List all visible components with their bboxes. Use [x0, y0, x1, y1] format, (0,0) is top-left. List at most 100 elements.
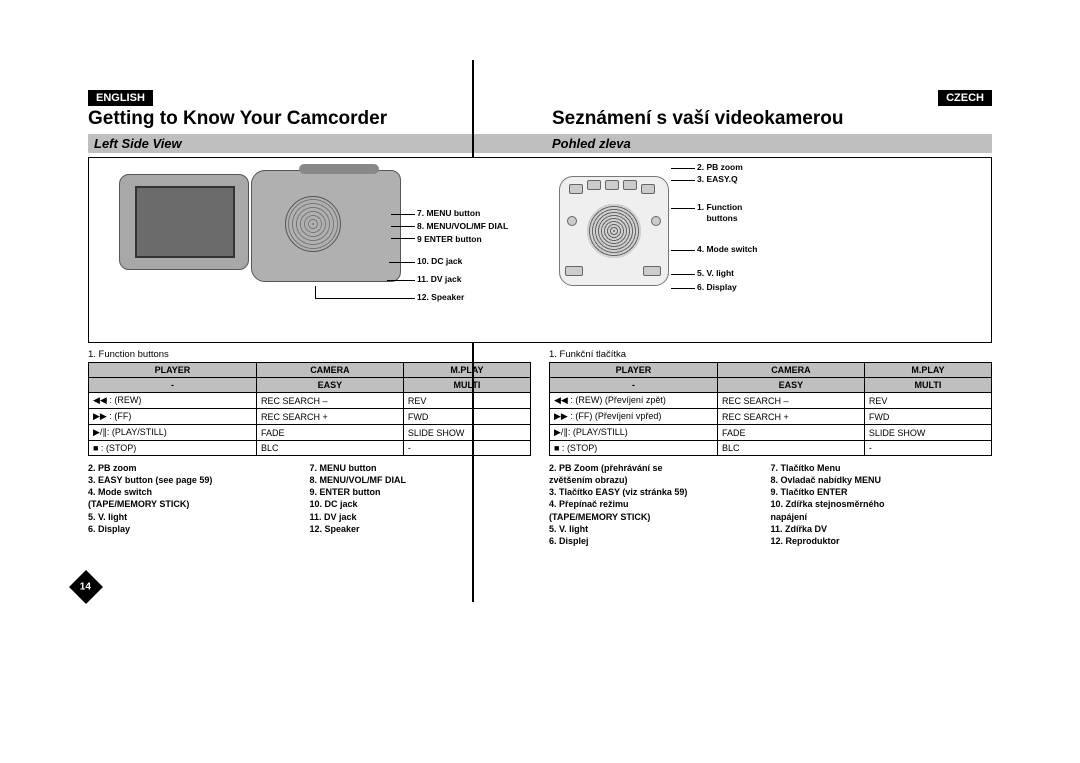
- list-cz-a: 2. PB Zoom (přehrávání se zvětšením obra…: [549, 462, 771, 547]
- panel-btn: [623, 180, 637, 190]
- list-item: (TAPE/MEMORY STICK): [88, 498, 310, 510]
- camcorder-speaker: [285, 196, 341, 252]
- callout-8: 8. MENU/VOL/MF DIAL: [417, 221, 508, 232]
- list-en-a: 2. PB zoom3. EASY button (see page 59)4.…: [88, 462, 310, 547]
- cell: BLC: [717, 441, 864, 456]
- panel-btn: [605, 180, 619, 190]
- panel-switch: [643, 266, 661, 276]
- cell: ▶/∥: (PLAY/STILL): [89, 425, 257, 441]
- callout-9: 9 ENTER button: [417, 234, 482, 245]
- page-number-badge: 14: [69, 570, 103, 604]
- panel-switch: [565, 266, 583, 276]
- list-item: 9. Tlačítko ENTER: [771, 486, 993, 498]
- list-item: 6. Display: [88, 523, 310, 535]
- th-player: PLAYER: [550, 363, 718, 378]
- list-item: 2. PB zoom: [88, 462, 310, 474]
- list-en-b: 7. MENU button8. MENU/VOL/MF DIAL9. ENTE…: [310, 462, 532, 547]
- callout-10: 10. DC jack: [417, 256, 462, 267]
- cell: FWD: [403, 409, 530, 425]
- cell: -: [403, 441, 530, 456]
- list-item: 5. V. light: [88, 511, 310, 523]
- cell: REC SEARCH –: [717, 393, 864, 409]
- panel-btn: [569, 184, 583, 194]
- cell: ▶/∥: (PLAY/STILL): [550, 425, 718, 441]
- lang-tag-english: ENGLISH: [88, 90, 153, 106]
- list-item: 12. Reproduktor: [771, 535, 993, 547]
- callout-p2: 2. PB zoom: [697, 162, 743, 173]
- title-czech: Seznámení s vaší videokamerou: [540, 108, 992, 130]
- cell: REV: [403, 393, 530, 409]
- cell: SLIDE SHOW: [864, 425, 991, 441]
- callout-7: 7. MENU button: [417, 208, 480, 219]
- panel-btn-round: [567, 216, 577, 226]
- cell: FWD: [864, 409, 991, 425]
- list-item: 7. Tlačítko Menu: [771, 462, 993, 474]
- callout-12: 12. Speaker: [417, 292, 464, 303]
- cell: REC SEARCH +: [717, 409, 864, 425]
- cell: ■ : (STOP): [89, 441, 257, 456]
- cell: SLIDE SHOW: [403, 425, 530, 441]
- callout-p3: 3. EASY.Q: [697, 174, 738, 185]
- cell: -: [89, 378, 257, 393]
- list-item: 11. Zdířka DV: [771, 523, 993, 535]
- cell: BLC: [256, 441, 403, 456]
- callout-p4: 4. Mode switch: [697, 244, 757, 255]
- callout-11: 11. DV jack: [417, 274, 461, 285]
- cell: REC SEARCH +: [256, 409, 403, 425]
- cell: EASY: [256, 378, 403, 393]
- th-player: PLAYER: [89, 363, 257, 378]
- cell: MULTI: [403, 378, 530, 393]
- list-item: 3. EASY button (see page 59): [88, 474, 310, 486]
- th-camera: CAMERA: [256, 363, 403, 378]
- cell: -: [864, 441, 991, 456]
- callout-p1: 1. Function buttons: [697, 202, 742, 223]
- th-mplay: M.PLAY: [864, 363, 991, 378]
- cell: ▶▶ : (FF) (Převíjení vpřed): [550, 409, 718, 425]
- subtitle-czech: Pohled zleva: [540, 134, 992, 153]
- cell: REC SEARCH –: [256, 393, 403, 409]
- callout-p5: 5. V. light: [697, 268, 734, 279]
- camcorder-lcd-screen: [135, 186, 235, 258]
- list-item: 8. Ovladač nabídky MENU: [771, 474, 993, 486]
- list-item: 5. V. light: [549, 523, 771, 535]
- th-camera: CAMERA: [717, 363, 864, 378]
- list-item: 10. DC jack: [310, 498, 532, 510]
- list-item: (TAPE/MEMORY STICK): [549, 511, 771, 523]
- cell: -: [550, 378, 718, 393]
- cell: MULTI: [864, 378, 991, 393]
- list-item: 3. Tlačítko EASY (viz stránka 59): [549, 486, 771, 498]
- function-table-cz: PLAYER CAMERA M.PLAY - EASY MULTI ◀◀ : (…: [549, 362, 992, 456]
- th-mplay: M.PLAY: [403, 363, 530, 378]
- list-item: 2. PB Zoom (přehrávání se: [549, 462, 771, 474]
- cell: FADE: [256, 425, 403, 441]
- diagram-box: 7. MENU button 8. MENU/VOL/MF DIAL 9 ENT…: [88, 157, 992, 343]
- panel-btn: [641, 184, 655, 194]
- list-item: zvětšením obrazu): [549, 474, 771, 486]
- callout-p6: 6. Display: [697, 282, 737, 293]
- list-item: 4. Mode switch: [88, 486, 310, 498]
- list-item: napájení: [771, 511, 993, 523]
- panel-btn: [587, 180, 601, 190]
- list-item: 7. MENU button: [310, 462, 532, 474]
- list-item: 4. Přepínač režimu: [549, 498, 771, 510]
- cell: FADE: [717, 425, 864, 441]
- list-item: 6. Displej: [549, 535, 771, 547]
- page-number: 14: [80, 581, 91, 592]
- list-item: 11. DV jack: [310, 511, 532, 523]
- cell: REV: [864, 393, 991, 409]
- list-item: 12. Speaker: [310, 523, 532, 535]
- cell: ▶▶ : (FF): [89, 409, 257, 425]
- cell: EASY: [717, 378, 864, 393]
- cell: ◀◀ : (REW): [89, 393, 257, 409]
- panel-btn-round: [651, 216, 661, 226]
- list-cz-b: 7. Tlačítko Menu8. Ovladač nabídky MENU9…: [771, 462, 993, 547]
- list-item: 8. MENU/VOL/MF DIAL: [310, 474, 532, 486]
- lang-tag-czech: CZECH: [938, 90, 992, 106]
- table-caption-cz: 1. Funkční tlačítka: [549, 349, 992, 360]
- cell: ◀◀ : (REW) (Převíjení zpět): [550, 393, 718, 409]
- table-caption-en: 1. Function buttons: [88, 349, 531, 360]
- panel-speaker: [587, 204, 641, 258]
- list-item: 9. ENTER button: [310, 486, 532, 498]
- cell: ■ : (STOP): [550, 441, 718, 456]
- list-item: 10. Zdířka stejnosměrného: [771, 498, 993, 510]
